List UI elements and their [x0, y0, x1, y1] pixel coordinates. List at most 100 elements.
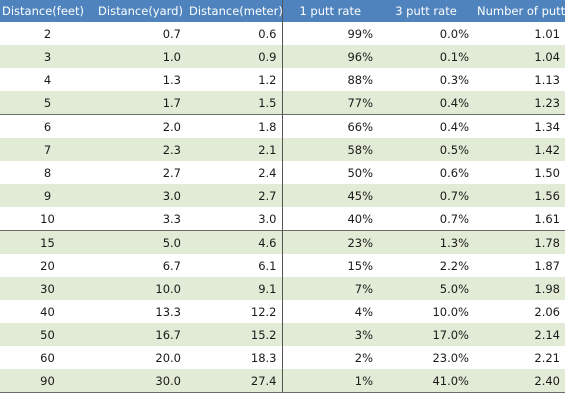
cell-distance-feet: 4 [0, 68, 95, 91]
cell-distance-yard: 16.7 [95, 323, 186, 346]
cell-three-putt-rate: 0.5% [378, 138, 474, 161]
cell-distance-meter: 2.7 [186, 184, 283, 207]
cell-distance-yard: 13.3 [95, 300, 186, 323]
cell-distance-yard: 2.0 [95, 114, 186, 138]
cell-one-putt-rate: 40% [282, 207, 378, 231]
cell-number-of-putts: 2.40 [474, 369, 565, 393]
cell-distance-yard: 1.0 [95, 45, 186, 68]
column-header-distance-feet: Distance(feet) [0, 0, 95, 22]
cell-distance-feet: 3 [0, 45, 95, 68]
cell-three-putt-rate: 0.4% [378, 114, 474, 138]
cell-number-of-putts: 1.50 [474, 161, 565, 184]
cell-three-putt-rate: 23.0% [378, 346, 474, 369]
cell-three-putt-rate: 0.1% [378, 45, 474, 68]
table-row: 9 3.0 2.7 45% 0.7% 1.56 [0, 184, 565, 207]
table-body: 2 0.7 0.6 99% 0.0% 1.01 3 1.0 0.9 96% 0.1% 1.04 4 1.3… [0, 22, 565, 393]
cell-distance-feet: 8 [0, 161, 95, 184]
cell-one-putt-rate: 1% [282, 369, 378, 393]
table-row: 7 2.3 2.1 58% 0.5% 1.42 [0, 138, 565, 161]
cell-distance-yard: 2.3 [95, 138, 186, 161]
cell-three-putt-rate: 1.3% [378, 230, 474, 254]
cell-distance-feet: 20 [0, 254, 95, 277]
cell-one-putt-rate: 7% [282, 277, 378, 300]
cell-three-putt-rate: 10.0% [378, 300, 474, 323]
cell-distance-meter: 18.3 [186, 346, 283, 369]
cell-number-of-putts: 1.78 [474, 230, 565, 254]
cell-three-putt-rate: 17.0% [378, 323, 474, 346]
cell-three-putt-rate: 41.0% [378, 369, 474, 393]
table-row: 2 0.7 0.6 99% 0.0% 1.01 [0, 22, 565, 45]
cell-distance-meter: 1.5 [186, 91, 283, 115]
cell-number-of-putts: 1.98 [474, 277, 565, 300]
column-header-distance-yard: Distance(yard) [95, 0, 186, 22]
cell-one-putt-rate: 96% [282, 45, 378, 68]
table-row: 50 16.7 15.2 3% 17.0% 2.14 [0, 323, 565, 346]
cell-three-putt-rate: 2.2% [378, 254, 474, 277]
cell-distance-feet: 40 [0, 300, 95, 323]
cell-one-putt-rate: 66% [282, 114, 378, 138]
cell-number-of-putts: 1.61 [474, 207, 565, 231]
cell-three-putt-rate: 0.7% [378, 207, 474, 231]
cell-one-putt-rate: 15% [282, 254, 378, 277]
cell-one-putt-rate: 50% [282, 161, 378, 184]
cell-distance-meter: 2.4 [186, 161, 283, 184]
table-row: 4 1.3 1.2 88% 0.3% 1.13 [0, 68, 565, 91]
cell-distance-yard: 3.3 [95, 207, 186, 231]
cell-one-putt-rate: 77% [282, 91, 378, 115]
table-row: 60 20.0 18.3 2% 23.0% 2.21 [0, 346, 565, 369]
cell-number-of-putts: 2.21 [474, 346, 565, 369]
column-header-number-of-putts: Number of putts [474, 0, 565, 22]
column-header-distance-meter: Distance(meter) [186, 0, 283, 22]
cell-three-putt-rate: 0.7% [378, 184, 474, 207]
cell-distance-yard: 1.3 [95, 68, 186, 91]
table-row: 5 1.7 1.5 77% 0.4% 1.23 [0, 91, 565, 115]
cell-one-putt-rate: 88% [282, 68, 378, 91]
cell-distance-yard: 5.0 [95, 230, 186, 254]
cell-three-putt-rate: 0.6% [378, 161, 474, 184]
cell-one-putt-rate: 2% [282, 346, 378, 369]
cell-distance-yard: 1.7 [95, 91, 186, 115]
cell-three-putt-rate: 0.3% [378, 68, 474, 91]
cell-distance-meter: 1.8 [186, 114, 283, 138]
cell-distance-yard: 2.7 [95, 161, 186, 184]
cell-number-of-putts: 1.56 [474, 184, 565, 207]
cell-distance-feet: 30 [0, 277, 95, 300]
putting-stats-table: Distance(feet) Distance(yard) Distance(m… [0, 0, 565, 393]
cell-number-of-putts: 1.42 [474, 138, 565, 161]
column-header-one-putt-rate: 1 putt rate [282, 0, 378, 22]
cell-one-putt-rate: 58% [282, 138, 378, 161]
cell-distance-meter: 4.6 [186, 230, 283, 254]
cell-distance-yard: 6.7 [95, 254, 186, 277]
cell-distance-meter: 2.1 [186, 138, 283, 161]
cell-distance-yard: 3.0 [95, 184, 186, 207]
column-header-three-putt-rate: 3 putt rate [378, 0, 474, 22]
cell-number-of-putts: 1.04 [474, 45, 565, 68]
cell-distance-feet: 15 [0, 230, 95, 254]
table-row: 20 6.7 6.1 15% 2.2% 1.87 [0, 254, 565, 277]
cell-distance-feet: 6 [0, 114, 95, 138]
cell-distance-meter: 0.6 [186, 22, 283, 45]
table-row: 40 13.3 12.2 4% 10.0% 2.06 [0, 300, 565, 323]
table-row: 3 1.0 0.9 96% 0.1% 1.04 [0, 45, 565, 68]
cell-one-putt-rate: 3% [282, 323, 378, 346]
cell-distance-feet: 5 [0, 91, 95, 115]
cell-number-of-putts: 1.34 [474, 114, 565, 138]
cell-distance-meter: 9.1 [186, 277, 283, 300]
cell-distance-meter: 3.0 [186, 207, 283, 231]
cell-distance-yard: 10.0 [95, 277, 186, 300]
cell-distance-meter: 6.1 [186, 254, 283, 277]
cell-one-putt-rate: 23% [282, 230, 378, 254]
table-row: 30 10.0 9.1 7% 5.0% 1.98 [0, 277, 565, 300]
table-row: 15 5.0 4.6 23% 1.3% 1.78 [0, 230, 565, 254]
cell-distance-yard: 20.0 [95, 346, 186, 369]
cell-distance-feet: 7 [0, 138, 95, 161]
cell-number-of-putts: 2.06 [474, 300, 565, 323]
cell-distance-feet: 2 [0, 22, 95, 45]
cell-distance-feet: 50 [0, 323, 95, 346]
table-row: 10 3.3 3.0 40% 0.7% 1.61 [0, 207, 565, 231]
cell-three-putt-rate: 5.0% [378, 277, 474, 300]
cell-three-putt-rate: 0.4% [378, 91, 474, 115]
table-row: 6 2.0 1.8 66% 0.4% 1.34 [0, 114, 565, 138]
header-row: Distance(feet) Distance(yard) Distance(m… [0, 0, 565, 22]
table-row: 90 30.0 27.4 1% 41.0% 2.40 [0, 369, 565, 393]
